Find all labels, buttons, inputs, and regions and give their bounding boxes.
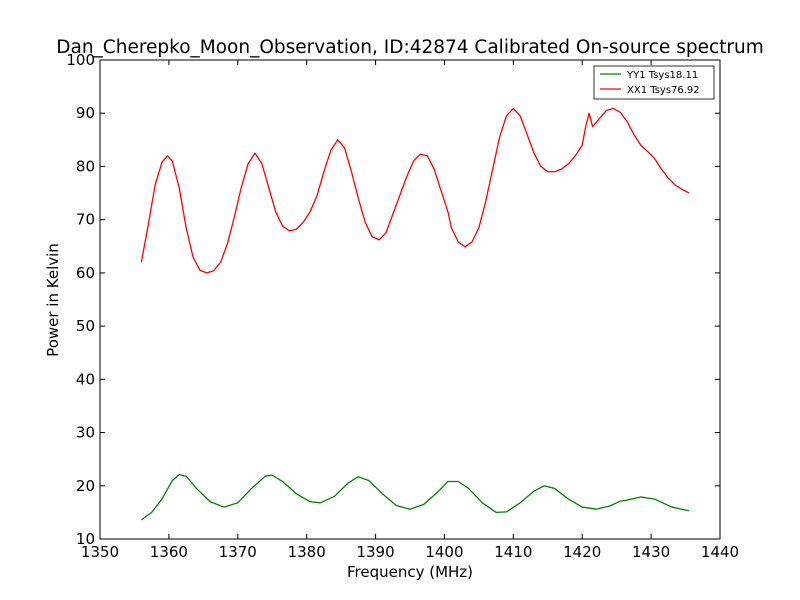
y-tick-label: 30 [76, 424, 95, 442]
x-tick-label: 1410 [494, 543, 532, 561]
y-tick-label: 70 [76, 211, 95, 229]
x-axis-label: Frequency (MHz) [347, 563, 473, 581]
y-tick-label: 90 [76, 104, 95, 122]
y-tick-label: 80 [76, 157, 95, 175]
x-tick-label: 1350 [81, 543, 119, 561]
legend-box [593, 65, 715, 100]
y-tick-label: 20 [76, 477, 95, 495]
x-axis: 1350 1360 1370 1380 1390 1400 1410 1420 1430 1440 [81, 60, 739, 561]
legend: YY1 Tsys18.11 XX1 Tsys76.92 [593, 65, 715, 100]
chart-title: Dan_Cherepko_Moon_Observation, ID:42874 … [56, 37, 763, 58]
y-tick-label: 60 [76, 264, 95, 282]
x-tick-label: 1440 [701, 543, 739, 561]
y-axis: 10 20 30 40 50 60 70 80 90 100 [66, 51, 720, 548]
x-tick-label: 1420 [563, 543, 601, 561]
y-tick-label: 40 [76, 370, 95, 388]
x-tick-label: 1380 [288, 543, 326, 561]
y-tick-label: 100 [66, 51, 95, 69]
series-line-1 [140, 107, 690, 274]
legend-label-xx1: XX1 Tsys76.92 [627, 85, 700, 96]
legend-label-yy1: YY1 Tsys18.11 [626, 70, 698, 81]
plot-area [99, 59, 721, 540]
series-line-0 [140, 473, 690, 521]
y-tick-label: 50 [76, 317, 95, 335]
x-tick-label: 1430 [632, 543, 670, 561]
x-tick-label: 1390 [356, 543, 394, 561]
x-tick-label: 1370 [219, 543, 257, 561]
y-axis-label: Power in Kelvin [44, 243, 62, 357]
y-tick-label: 10 [76, 530, 95, 548]
x-tick-label: 1400 [425, 543, 463, 561]
x-tick-label: 1360 [150, 543, 188, 561]
series-lines [140, 107, 690, 521]
